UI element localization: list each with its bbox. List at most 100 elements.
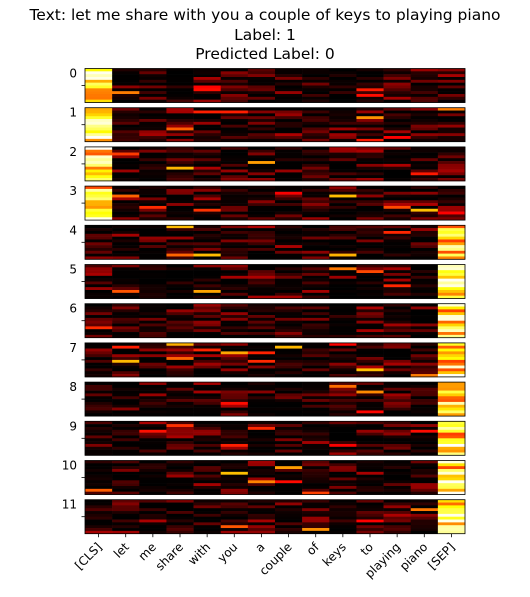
heatmap-cell xyxy=(166,332,194,336)
heatmap-cell xyxy=(193,387,222,391)
heatmap-cell xyxy=(410,348,439,352)
heatmap-cell xyxy=(166,172,194,176)
heatmap-cell xyxy=(166,483,194,487)
heatmap-cell xyxy=(220,508,249,512)
heatmap-cell xyxy=(85,488,113,492)
heatmap-cell xyxy=(383,390,412,394)
heatmap-cell xyxy=(383,138,412,142)
heatmap-cell xyxy=(356,351,384,355)
title-predicted-line: Predicted Label: 0 xyxy=(195,45,335,63)
heatmap-cell xyxy=(112,82,140,86)
heatmap-cell xyxy=(220,516,249,520)
heatmap-cell xyxy=(410,477,439,481)
heatmap-cell xyxy=(410,245,439,249)
heatmap-cell xyxy=(247,323,276,327)
heatmap-cell xyxy=(193,267,222,271)
heatmap-cell xyxy=(220,119,249,123)
heatmap-cell xyxy=(220,309,249,313)
heatmap-cell xyxy=(247,295,276,299)
heatmap-cell xyxy=(85,172,113,176)
heatmap-cell xyxy=(139,130,167,134)
heatmap-cell xyxy=(275,211,303,215)
heatmap-cell xyxy=(139,486,167,490)
heatmap-cell xyxy=(247,197,276,201)
heatmap-cell xyxy=(437,441,466,445)
heatmap-cell xyxy=(85,194,113,198)
heatmap-cell xyxy=(275,483,303,487)
heatmap-cell xyxy=(329,407,357,411)
heatmap-cell xyxy=(85,466,113,470)
heatmap-cell xyxy=(85,432,113,436)
heatmap-cell xyxy=(302,158,330,162)
heatmap-cell xyxy=(302,522,330,526)
heatmap-cell xyxy=(166,178,194,182)
heatmap-cell xyxy=(275,208,303,212)
heatmap-cell xyxy=(356,138,384,142)
heatmap-cell xyxy=(193,79,222,83)
heatmap-cell xyxy=(437,208,466,212)
heatmap-cell xyxy=(383,354,412,358)
heatmap-cell xyxy=(220,362,249,366)
heatmap-cell xyxy=(383,429,412,433)
heatmap-cell xyxy=(85,110,113,114)
heatmap-cell xyxy=(383,166,412,170)
heatmap-cell xyxy=(275,178,303,182)
heatmap-cell xyxy=(139,136,167,140)
heatmap-cell xyxy=(329,351,357,355)
heatmap-cell xyxy=(437,267,466,271)
heatmap-cell xyxy=(437,505,466,509)
heatmap-cell xyxy=(247,371,276,375)
heatmap-cell xyxy=(112,71,140,75)
heatmap-cell xyxy=(166,281,194,285)
heatmap-cell xyxy=(302,452,330,456)
heatmap-cell xyxy=(383,332,412,336)
heatmap-cell xyxy=(302,203,330,207)
heatmap-cell xyxy=(329,357,357,361)
heatmap-cell xyxy=(302,317,330,321)
heatmap-cell xyxy=(410,413,439,417)
heatmap-cell xyxy=(329,368,357,372)
heatmap-cell xyxy=(85,121,113,125)
heatmap-cell xyxy=(383,113,412,117)
heatmap-cell xyxy=(193,275,222,279)
heatmap-cell xyxy=(112,94,140,98)
heatmap-cell xyxy=(275,110,303,114)
heatmap-cell xyxy=(356,172,384,176)
heatmap-cell xyxy=(302,194,330,198)
heatmap-cell xyxy=(275,387,303,391)
heatmap-cell xyxy=(383,94,412,98)
heatmap-cell xyxy=(437,191,466,195)
heatmap-cell xyxy=(302,390,330,394)
heatmap-cell xyxy=(383,79,412,83)
heatmap-cell xyxy=(329,382,357,386)
heatmap-cell xyxy=(193,508,222,512)
heatmap-cell xyxy=(302,469,330,473)
heatmap-cell xyxy=(139,323,167,327)
heatmap-cell xyxy=(437,477,466,481)
token-label: of xyxy=(304,539,323,558)
token-label: keys xyxy=(320,540,349,569)
heatmap-cell xyxy=(112,320,140,324)
heatmap-cell xyxy=(356,329,384,333)
heatmap-cell xyxy=(356,371,384,375)
heatmap-cell xyxy=(383,136,412,140)
heatmap-cell xyxy=(410,309,439,313)
heatmap-cell xyxy=(193,74,222,78)
heatmap-cell xyxy=(356,511,384,515)
heatmap-cell xyxy=(193,166,222,170)
heatmap-cell xyxy=(112,188,140,193)
heatmap-cell xyxy=(220,130,249,134)
heatmap-cell xyxy=(166,410,194,414)
heatmap-cell xyxy=(356,522,384,526)
heatmap-cell xyxy=(356,435,384,439)
heatmap-cell xyxy=(383,483,412,487)
heatmap-cell xyxy=(247,390,276,394)
heatmap-cell xyxy=(329,443,357,448)
heatmap-cell xyxy=(275,74,303,78)
heatmap-cell xyxy=(247,348,276,352)
heatmap-cell xyxy=(275,169,303,173)
heatmap-cell xyxy=(275,315,303,319)
heatmap-cell xyxy=(166,191,194,195)
heatmap-cell xyxy=(383,133,412,137)
heatmap-cell xyxy=(139,317,167,321)
